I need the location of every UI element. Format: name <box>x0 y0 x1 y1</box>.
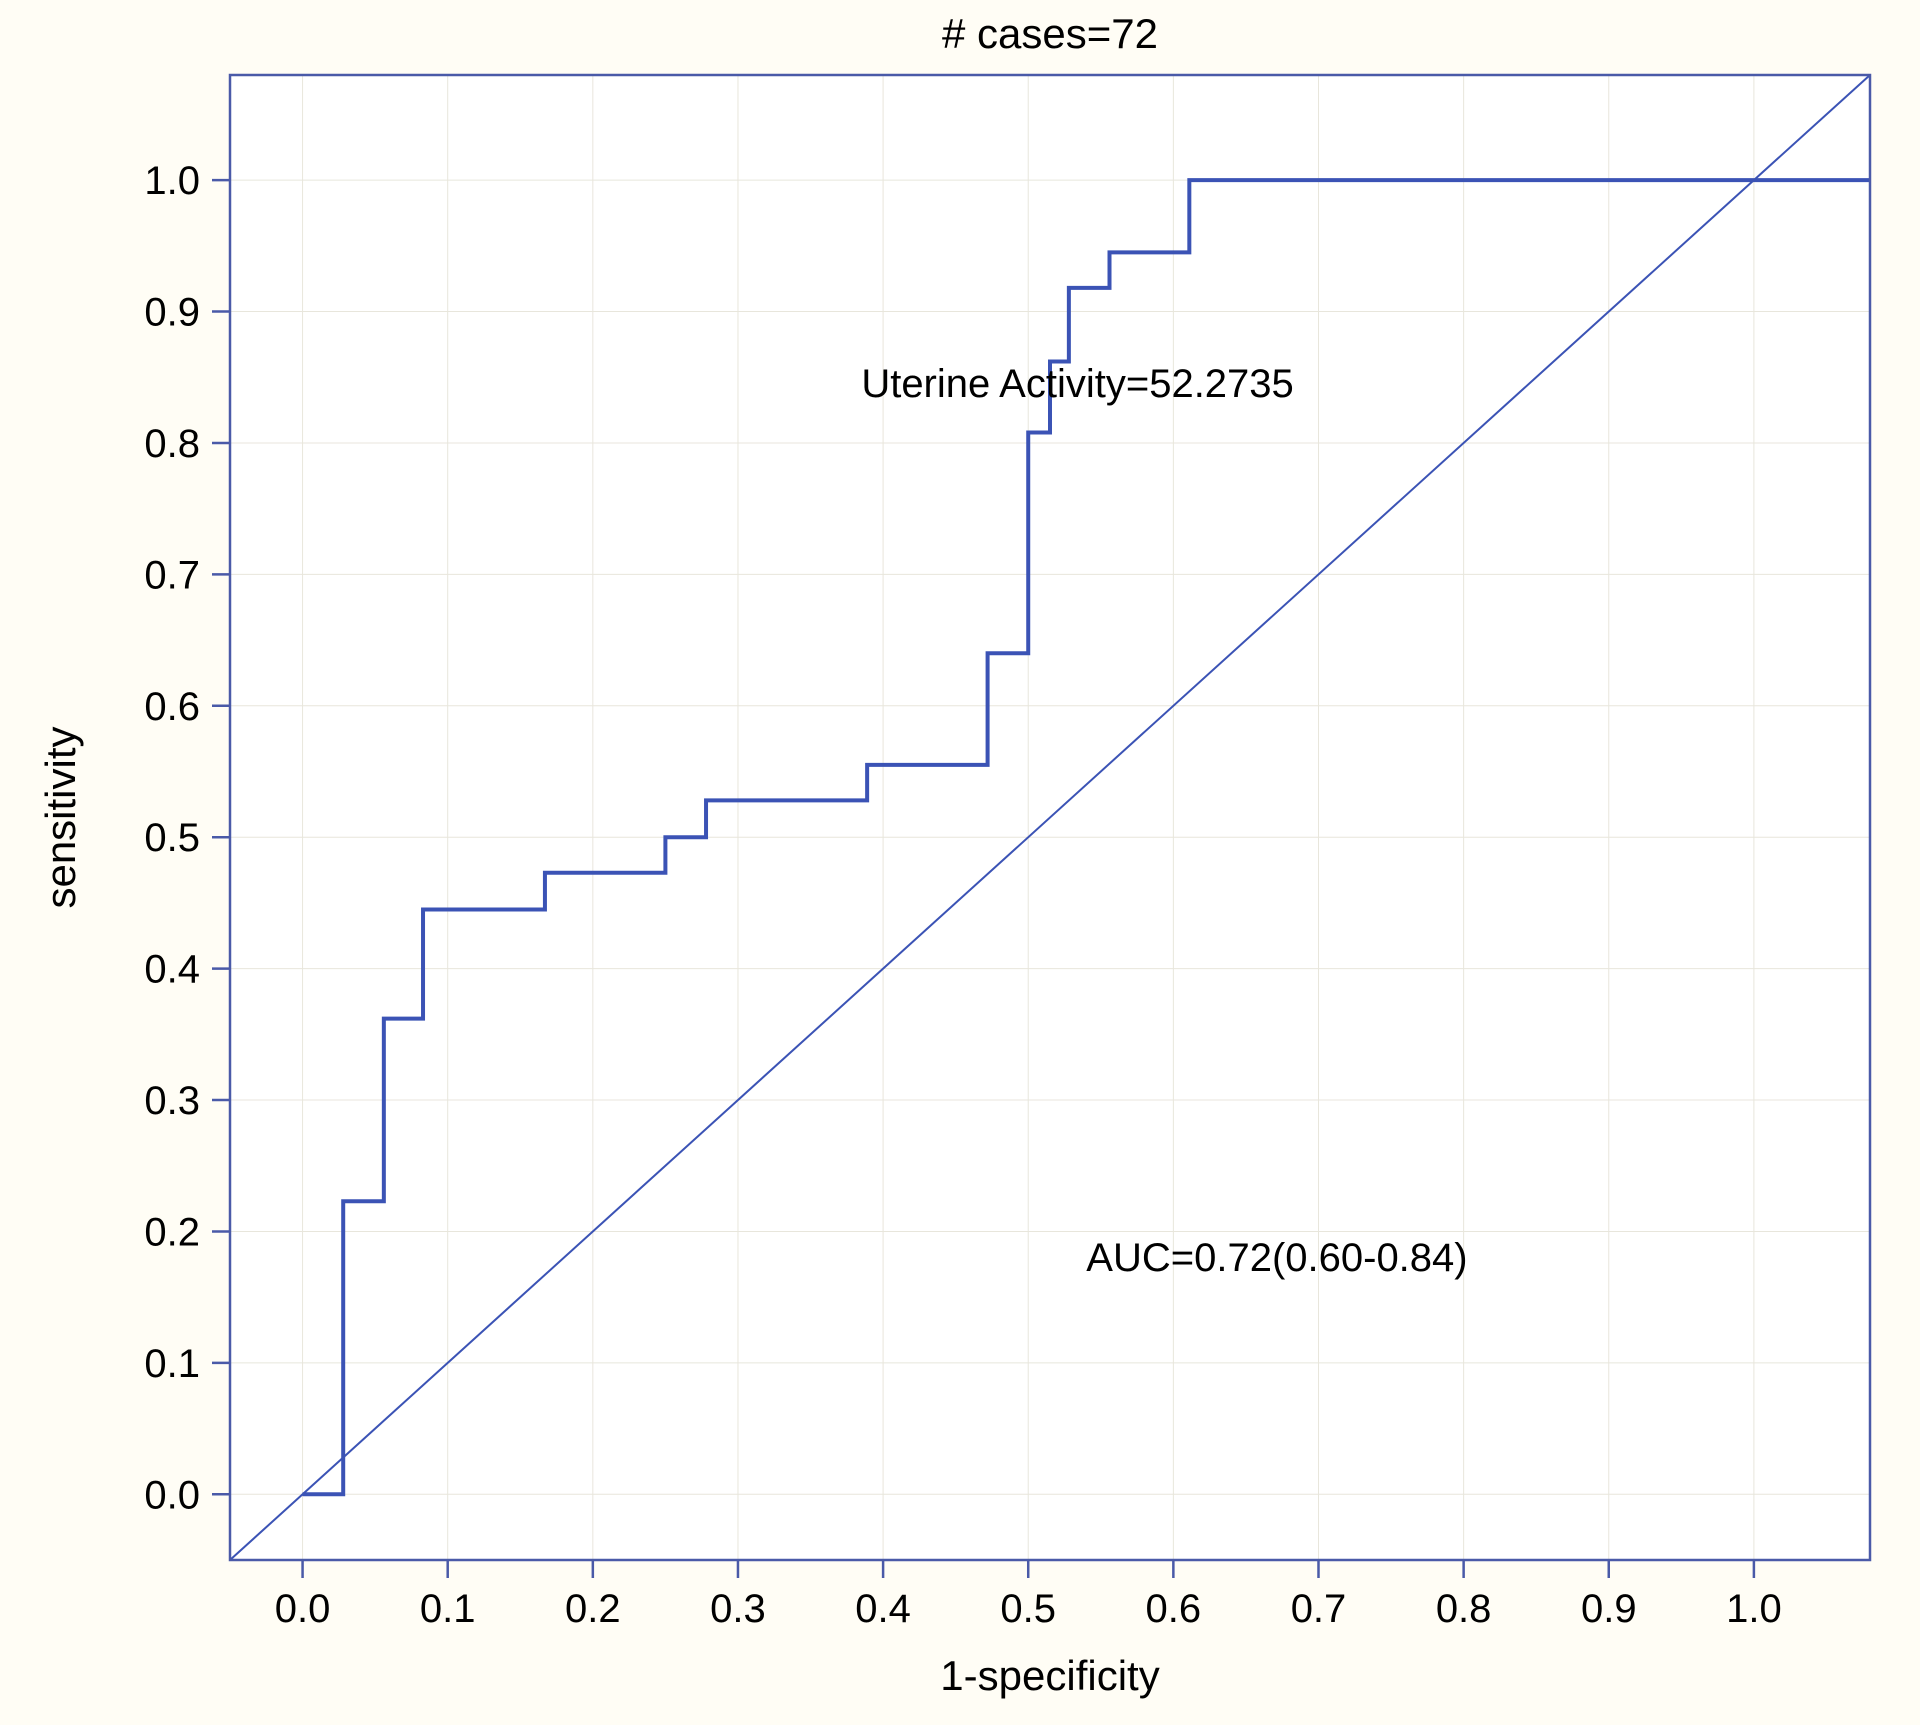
chart-svg: 0.0 0.1 0.2 0.3 0.4 0.5 0.6 0.7 0.8 0.9 1.0 0.0 0.1 0… <box>0 0 1920 1725</box>
x-tick-label: 0.3 <box>710 1587 766 1631</box>
y-tick-label: 0.1 <box>144 1342 200 1386</box>
x-tick-label: 0.0 <box>275 1587 331 1631</box>
x-axis-label: 1-specificity <box>940 1652 1159 1699</box>
x-tick-label: 0.9 <box>1581 1587 1637 1631</box>
x-tick-label: 0.8 <box>1436 1587 1492 1631</box>
y-tick-label: 0.3 <box>144 1079 200 1123</box>
x-tick-label: 0.6 <box>1146 1587 1202 1631</box>
x-tick-label: 0.1 <box>420 1587 476 1631</box>
y-tick-label: 0.7 <box>144 553 200 597</box>
y-axis-label: sensitivity <box>37 726 84 908</box>
y-tick-label: 1.0 <box>144 159 200 203</box>
x-tick-label: 0.7 <box>1291 1587 1347 1631</box>
y-tick-label: 0.0 <box>144 1473 200 1517</box>
chart-annotation: Uterine Activity=52.2735 <box>861 362 1293 406</box>
chart-annotation: AUC=0.72(0.60-0.84) <box>1086 1236 1467 1280</box>
x-tick-label: 0.4 <box>855 1587 911 1631</box>
roc-chart: 0.0 0.1 0.2 0.3 0.4 0.5 0.6 0.7 0.8 0.9 1.0 0.0 0.1 0… <box>0 0 1920 1725</box>
y-tick-label: 0.5 <box>144 816 200 860</box>
y-tick-label: 0.6 <box>144 685 200 729</box>
y-tick-label: 0.8 <box>144 422 200 466</box>
y-tick-label: 0.9 <box>144 291 200 335</box>
x-tick-label: 0.2 <box>565 1587 621 1631</box>
y-tick-label: 0.2 <box>144 1210 200 1254</box>
x-tick-label: 1.0 <box>1726 1587 1782 1631</box>
x-tick-label: 0.5 <box>1000 1587 1056 1631</box>
y-tick-label: 0.4 <box>144 948 200 992</box>
chart-title: # cases=72 <box>942 10 1158 57</box>
